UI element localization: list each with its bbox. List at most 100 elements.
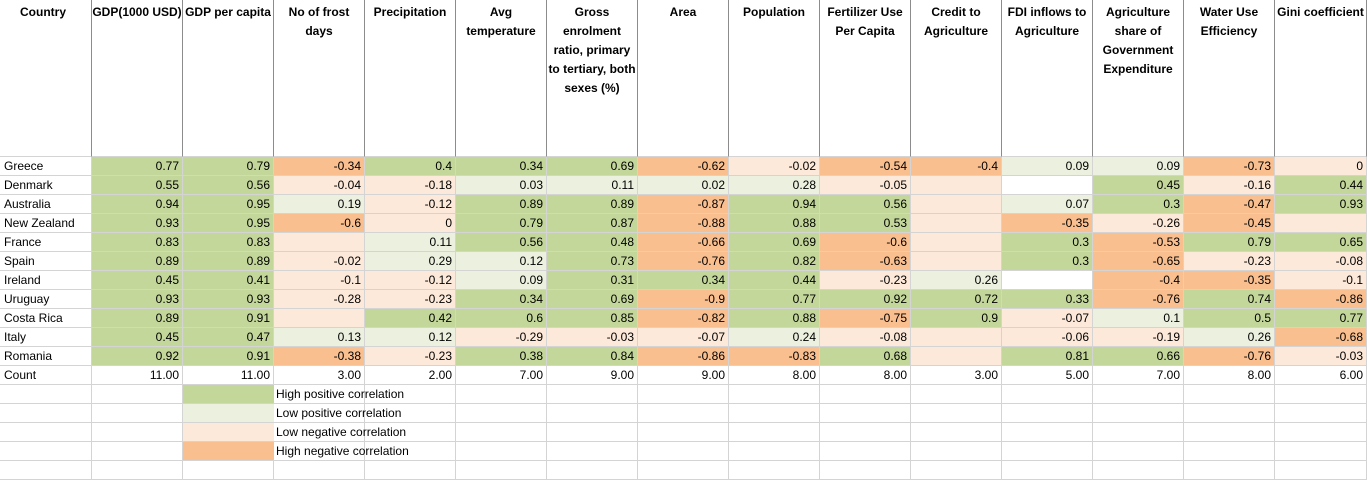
data-cell[interactable]: 0.94 — [92, 195, 183, 214]
empty-cell[interactable] — [456, 385, 547, 404]
empty-cell[interactable] — [1184, 423, 1275, 442]
data-cell[interactable]: -0.73 — [1184, 157, 1275, 176]
data-cell[interactable]: -0.6 — [274, 214, 365, 233]
data-cell[interactable]: -0.83 — [729, 347, 820, 366]
data-cell[interactable]: 0.89 — [183, 252, 274, 271]
row-label-country[interactable]: Ireland — [0, 271, 92, 290]
data-cell[interactable]: -0.6 — [820, 233, 911, 252]
data-cell[interactable]: 0.77 — [1275, 309, 1367, 328]
count-cell[interactable]: 2.00 — [365, 366, 456, 385]
empty-cell[interactable] — [1002, 423, 1093, 442]
data-cell[interactable]: -0.19 — [1093, 328, 1184, 347]
data-cell[interactable]: 0.34 — [456, 290, 547, 309]
data-cell[interactable] — [911, 195, 1002, 214]
data-cell[interactable]: -0.12 — [365, 271, 456, 290]
data-cell[interactable]: -0.76 — [638, 252, 729, 271]
data-cell[interactable]: 0.56 — [456, 233, 547, 252]
empty-cell[interactable] — [729, 461, 820, 480]
data-cell[interactable]: 0.09 — [1093, 157, 1184, 176]
data-cell[interactable]: 0.24 — [729, 328, 820, 347]
column-header[interactable]: Country — [0, 0, 92, 157]
data-cell[interactable]: -0.87 — [638, 195, 729, 214]
data-cell[interactable]: 0.81 — [1002, 347, 1093, 366]
count-cell[interactable]: 9.00 — [638, 366, 729, 385]
column-header[interactable]: GDP per capita — [183, 0, 274, 157]
data-cell[interactable]: -0.23 — [820, 271, 911, 290]
row-label-country[interactable]: Spain — [0, 252, 92, 271]
data-cell[interactable]: 0.74 — [1184, 290, 1275, 309]
data-cell[interactable]: 0.79 — [183, 157, 274, 176]
empty-cell[interactable] — [820, 385, 911, 404]
data-cell[interactable] — [274, 309, 365, 328]
data-cell[interactable] — [1275, 214, 1367, 233]
data-cell[interactable]: 0.02 — [638, 176, 729, 195]
empty-cell[interactable] — [638, 442, 729, 461]
data-cell[interactable]: 0.3 — [1002, 252, 1093, 271]
data-cell[interactable] — [911, 328, 1002, 347]
data-cell[interactable]: 0.66 — [1093, 347, 1184, 366]
data-cell[interactable]: 0.45 — [1093, 176, 1184, 195]
data-cell[interactable] — [911, 233, 1002, 252]
data-cell[interactable]: 0.94 — [729, 195, 820, 214]
column-header[interactable]: Avg temperature — [456, 0, 547, 157]
empty-cell[interactable] — [456, 423, 547, 442]
data-cell[interactable]: 0 — [1275, 157, 1367, 176]
data-cell[interactable]: 0.79 — [1184, 233, 1275, 252]
empty-cell[interactable] — [274, 423, 365, 442]
column-header[interactable]: FDI inflows to Agriculture — [1002, 0, 1093, 157]
data-cell[interactable]: 0.48 — [547, 233, 638, 252]
empty-cell[interactable] — [92, 404, 183, 423]
data-cell[interactable]: -0.65 — [1093, 252, 1184, 271]
empty-cell[interactable] — [365, 442, 456, 461]
row-label-country[interactable]: New Zealand — [0, 214, 92, 233]
empty-cell[interactable] — [0, 461, 92, 480]
data-cell[interactable]: 0.19 — [274, 195, 365, 214]
data-cell[interactable]: 0.88 — [729, 214, 820, 233]
data-cell[interactable]: 0.3 — [1093, 195, 1184, 214]
column-header[interactable]: Agriculture share of Government Expendit… — [1093, 0, 1184, 157]
data-cell[interactable]: 0.41 — [183, 271, 274, 290]
empty-cell[interactable] — [1002, 442, 1093, 461]
data-cell[interactable]: 0.11 — [547, 176, 638, 195]
data-cell[interactable]: 0.69 — [547, 290, 638, 309]
empty-cell[interactable] — [456, 461, 547, 480]
data-cell[interactable]: 0.45 — [92, 328, 183, 347]
column-header[interactable]: No of frost days — [274, 0, 365, 157]
data-cell[interactable]: 0.83 — [183, 233, 274, 252]
data-cell[interactable]: 0.77 — [92, 157, 183, 176]
data-cell[interactable]: -0.9 — [638, 290, 729, 309]
empty-cell[interactable] — [547, 461, 638, 480]
data-cell[interactable]: 0.29 — [365, 252, 456, 271]
empty-cell[interactable] — [274, 461, 365, 480]
data-cell[interactable]: 0.72 — [911, 290, 1002, 309]
data-cell[interactable]: 0.56 — [820, 195, 911, 214]
empty-cell[interactable] — [547, 442, 638, 461]
row-label-country[interactable]: Denmark — [0, 176, 92, 195]
data-cell[interactable]: 0.92 — [92, 347, 183, 366]
data-cell[interactable]: -0.04 — [274, 176, 365, 195]
column-header[interactable]: Population — [729, 0, 820, 157]
empty-cell[interactable] — [1275, 442, 1367, 461]
count-cell[interactable]: 5.00 — [1002, 366, 1093, 385]
empty-cell[interactable] — [1275, 385, 1367, 404]
data-cell[interactable]: 0.31 — [547, 271, 638, 290]
data-cell[interactable]: -0.18 — [365, 176, 456, 195]
data-cell[interactable]: 0.92 — [820, 290, 911, 309]
column-header[interactable]: Gross enrolment ratio, primary to tertia… — [547, 0, 638, 157]
empty-cell[interactable] — [1002, 404, 1093, 423]
data-cell[interactable]: 0.07 — [1002, 195, 1093, 214]
data-cell[interactable]: 0.93 — [183, 290, 274, 309]
empty-cell[interactable] — [911, 461, 1002, 480]
data-cell[interactable]: -0.16 — [1184, 176, 1275, 195]
empty-cell[interactable] — [911, 423, 1002, 442]
empty-cell[interactable] — [638, 385, 729, 404]
data-cell[interactable]: -0.08 — [820, 328, 911, 347]
data-cell[interactable]: -0.1 — [1275, 271, 1367, 290]
empty-cell[interactable] — [92, 461, 183, 480]
data-cell[interactable]: 0.83 — [92, 233, 183, 252]
data-cell[interactable]: -0.35 — [1184, 271, 1275, 290]
data-cell[interactable]: -0.26 — [1093, 214, 1184, 233]
empty-cell[interactable] — [820, 404, 911, 423]
data-cell[interactable]: -0.47 — [1184, 195, 1275, 214]
empty-cell[interactable] — [1002, 461, 1093, 480]
